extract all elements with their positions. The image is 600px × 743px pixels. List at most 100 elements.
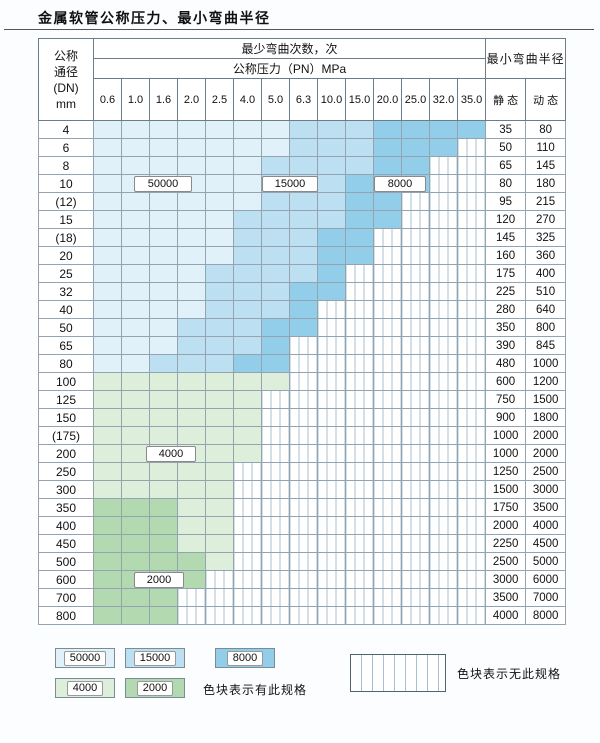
zone-cell — [121, 534, 150, 553]
zone-cell — [205, 444, 234, 463]
zone-cell — [289, 462, 318, 481]
zone-cell — [456, 354, 487, 373]
static-header: 静 态 — [485, 78, 527, 121]
dynamic-value: 400 — [525, 264, 567, 283]
zone-cell — [261, 498, 290, 517]
zone-cell — [149, 120, 178, 139]
zone-cell — [121, 390, 150, 409]
zone-cell — [121, 354, 150, 373]
zone-cell — [261, 606, 290, 625]
table-row: 500 2500 5000 — [38, 552, 567, 571]
zone-cell — [233, 552, 262, 571]
dn-value: 125 — [38, 390, 94, 409]
zone-cell — [93, 516, 122, 535]
zone-cell — [261, 138, 290, 157]
zone-cell — [401, 246, 430, 265]
dynamic-value: 2000 — [525, 426, 567, 445]
dynamic-value: 3500 — [525, 498, 567, 517]
zone-cell — [205, 300, 234, 319]
zone-cell — [429, 246, 458, 265]
zone-cell — [205, 138, 234, 157]
dynamic-value: 4500 — [525, 534, 567, 553]
dynamic-value: 800 — [525, 318, 567, 337]
static-value: 2000 — [485, 516, 527, 535]
zone-cell — [373, 210, 402, 229]
static-value: 4000 — [485, 606, 527, 625]
zone-cell — [317, 156, 346, 175]
legend-swatch-label: 8000 — [226, 650, 264, 666]
static-value: 1750 — [485, 498, 527, 517]
zone-cell — [149, 462, 178, 481]
table-row: 700 3500 7000 — [38, 588, 567, 607]
zone-cell — [261, 120, 290, 139]
legend-swatch-2000: 2000 — [125, 678, 185, 698]
static-value: 600 — [485, 372, 527, 391]
zone-cell — [456, 120, 487, 139]
table-row: (175) 1000 2000 — [38, 426, 567, 445]
table-row: 6 50 110 — [38, 138, 567, 157]
zone-cell — [456, 174, 487, 193]
zone-cell — [429, 264, 458, 283]
zone-cell — [177, 264, 206, 283]
legend-swatch-50000: 50000 — [55, 648, 115, 668]
zone-cell — [93, 246, 122, 265]
zone-cell — [456, 192, 487, 211]
zone-cell — [177, 552, 206, 571]
zone-cell — [261, 588, 290, 607]
zone-cell — [261, 552, 290, 571]
zone-cell — [345, 120, 374, 139]
zone-cell — [177, 156, 206, 175]
static-value: 1000 — [485, 444, 527, 463]
table-row: 100 600 1200 — [38, 372, 567, 391]
zone-cell — [456, 336, 487, 355]
zone-cell — [93, 120, 122, 139]
zone-cell — [177, 120, 206, 139]
zone-cell — [177, 516, 206, 535]
zone-cell — [177, 336, 206, 355]
static-value: 3500 — [485, 588, 527, 607]
zone-cell — [345, 552, 374, 571]
zone-cell — [401, 372, 430, 391]
zone-cell — [429, 390, 458, 409]
dynamic-value: 325 — [525, 228, 567, 247]
zone-cell — [93, 534, 122, 553]
zone-cell — [456, 552, 487, 571]
zone-cell — [177, 588, 206, 607]
zone-cell — [261, 228, 290, 247]
table-row: 32 225 510 — [38, 282, 567, 301]
zone-cell — [261, 300, 290, 319]
dynamic-value: 1800 — [525, 408, 567, 427]
pressure-col-header: 6.3 — [289, 78, 318, 121]
zone-cell — [93, 498, 122, 517]
zone-cell — [233, 480, 262, 499]
table-row: 800 4000 8000 — [38, 606, 567, 625]
zone-cell — [289, 372, 318, 391]
zone-cell — [233, 192, 262, 211]
zone-cell — [205, 498, 234, 517]
zone-cell — [429, 498, 458, 517]
zone-cell — [205, 174, 234, 193]
zone-cell — [233, 462, 262, 481]
zone-cell — [93, 228, 122, 247]
zone-cell — [121, 156, 150, 175]
zone-cell — [373, 336, 402, 355]
dynamic-value: 6000 — [525, 570, 567, 589]
zone-cell — [93, 354, 122, 373]
table-row: 400 2000 4000 — [38, 516, 567, 535]
zone-cell — [121, 300, 150, 319]
zone-cell — [149, 588, 178, 607]
dynamic-value: 8000 — [525, 606, 567, 625]
dynamic-value: 360 — [525, 246, 567, 265]
zone-cell — [289, 480, 318, 499]
dn-value: 20 — [38, 246, 94, 265]
zone-cell — [121, 264, 150, 283]
zone-cell — [345, 588, 374, 607]
dn-value: 40 — [38, 300, 94, 319]
dn-header-line: mm — [56, 96, 76, 111]
zone-cell — [289, 282, 318, 301]
zone-cell — [456, 318, 487, 337]
title-underline — [4, 29, 594, 30]
zone-cell — [149, 336, 178, 355]
zone-cell — [149, 138, 178, 157]
zone-cell — [233, 588, 262, 607]
